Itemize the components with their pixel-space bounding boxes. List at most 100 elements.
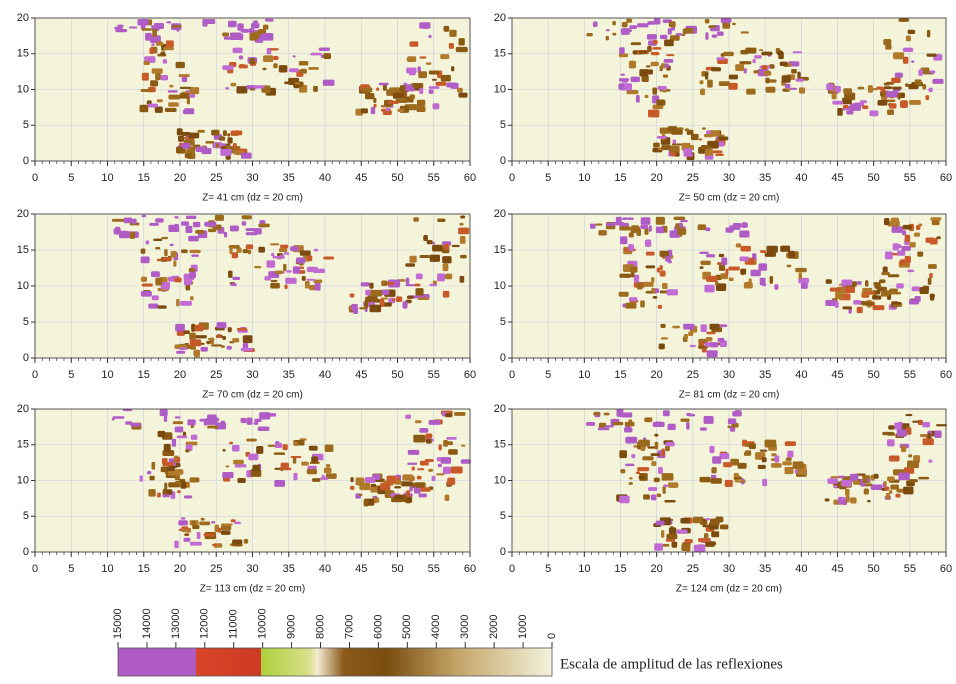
- reflection-patch: [141, 28, 152, 31]
- y-tick-label: 0: [23, 546, 29, 558]
- reflection-patch: [417, 297, 430, 301]
- reflection-patch: [932, 78, 944, 84]
- reflection-patch: [207, 425, 218, 429]
- reflection-patch: [902, 230, 907, 236]
- reflection-patch: [798, 277, 809, 284]
- reflection-patch: [409, 255, 417, 263]
- y-tick-label: 15: [17, 439, 29, 451]
- panel-caption: Z= 41 cm (dz = 20 cm): [202, 193, 303, 204]
- reflection-patch: [846, 110, 854, 115]
- reflection-patch: [370, 289, 383, 297]
- x-tick-label: 20: [651, 172, 663, 184]
- reflection-patch: [668, 482, 679, 488]
- reflection-patch: [759, 449, 768, 452]
- reflection-patch: [373, 97, 377, 104]
- reflection-patch: [245, 228, 256, 232]
- reflection-patch: [656, 267, 660, 273]
- reflection-patch: [680, 517, 690, 524]
- y-tick-label: 20: [494, 403, 506, 415]
- reflection-patch: [150, 25, 159, 28]
- reflection-patch: [387, 281, 395, 285]
- reflection-patch: [428, 34, 432, 39]
- plot-frame: [34, 17, 471, 162]
- x-tick-label: 30: [246, 563, 258, 575]
- reflection-patch: [181, 528, 191, 533]
- reflection-patch: [395, 98, 407, 102]
- reflection-patch: [395, 296, 403, 302]
- reflection-patch: [671, 541, 678, 548]
- reflection-patch: [754, 55, 762, 59]
- reflection-patch: [650, 61, 659, 67]
- reflection-patch: [367, 295, 378, 303]
- reflection-patch: [936, 236, 941, 240]
- reflection-patch: [283, 252, 290, 255]
- reflection-patch: [236, 247, 242, 253]
- reflection-patch: [887, 439, 895, 447]
- reflection-patch: [130, 422, 141, 427]
- colorbar-tick-label: 5000: [401, 615, 413, 639]
- reflection-patch: [151, 271, 160, 278]
- reflection-patch: [182, 109, 192, 115]
- reflection-patch: [190, 434, 198, 440]
- reflection-patch: [708, 415, 712, 423]
- reflection-patch: [160, 74, 169, 81]
- reflection-patch: [603, 412, 610, 416]
- reflection-patch: [699, 266, 704, 270]
- reflection-patch: [911, 286, 920, 292]
- reflection-patch: [898, 18, 909, 22]
- reflection-patch: [661, 63, 666, 69]
- reflection-patch: [167, 470, 179, 476]
- reflection-patch: [625, 463, 635, 467]
- reflection-patch: [881, 272, 891, 276]
- x-tick-label: 0: [32, 563, 38, 575]
- reflection-patch: [283, 263, 287, 272]
- reflection-patch: [786, 88, 791, 91]
- reflection-patch: [152, 28, 157, 37]
- reflection-patch: [382, 110, 392, 116]
- reflection-patch: [210, 521, 216, 524]
- reflection-patch: [185, 225, 193, 234]
- reflection-patch: [237, 478, 246, 484]
- reflection-patch: [628, 482, 633, 485]
- reflection-patch: [129, 231, 136, 239]
- x-tick-label: 55: [904, 369, 916, 381]
- reflection-patch: [728, 82, 738, 90]
- reflection-patch: [673, 216, 686, 221]
- reflection-patch: [428, 86, 440, 89]
- reflection-patch: [299, 250, 311, 256]
- reflection-patch: [723, 462, 732, 468]
- reflection-patch: [872, 295, 882, 300]
- reflection-patch: [233, 459, 244, 465]
- reflection-patch: [461, 444, 466, 447]
- reflection-patch: [409, 94, 415, 100]
- reflection-patch: [189, 541, 202, 546]
- reflection-patch: [734, 480, 746, 483]
- reflection-patch: [739, 61, 752, 65]
- reflection-patch: [451, 66, 455, 72]
- reflection-patch: [647, 21, 656, 25]
- reflection-patch: [278, 248, 288, 253]
- reflection-patch: [149, 35, 161, 43]
- y-tick-label: 20: [17, 403, 29, 415]
- reflection-patch: [405, 263, 416, 267]
- reflection-patch: [702, 524, 710, 528]
- reflection-patch: [189, 271, 196, 279]
- y-tick-label: 5: [500, 510, 506, 522]
- reflection-patch: [246, 470, 252, 478]
- reflection-patch: [797, 71, 801, 79]
- reflection-patch: [883, 38, 892, 46]
- reflection-patch: [369, 282, 374, 289]
- reflection-patch: [681, 33, 686, 36]
- x-tick-label: 5: [68, 369, 74, 381]
- reflection-patch: [698, 138, 703, 141]
- reflection-patch: [884, 486, 890, 491]
- reflection-patch: [189, 339, 202, 347]
- reflection-patch: [741, 222, 748, 228]
- reflection-patch: [262, 67, 267, 71]
- reflection-patch: [184, 342, 190, 346]
- reflection-patch: [325, 473, 337, 479]
- reflection-patch: [249, 58, 255, 65]
- reflection-patch: [908, 479, 918, 483]
- reflection-patch: [296, 257, 306, 264]
